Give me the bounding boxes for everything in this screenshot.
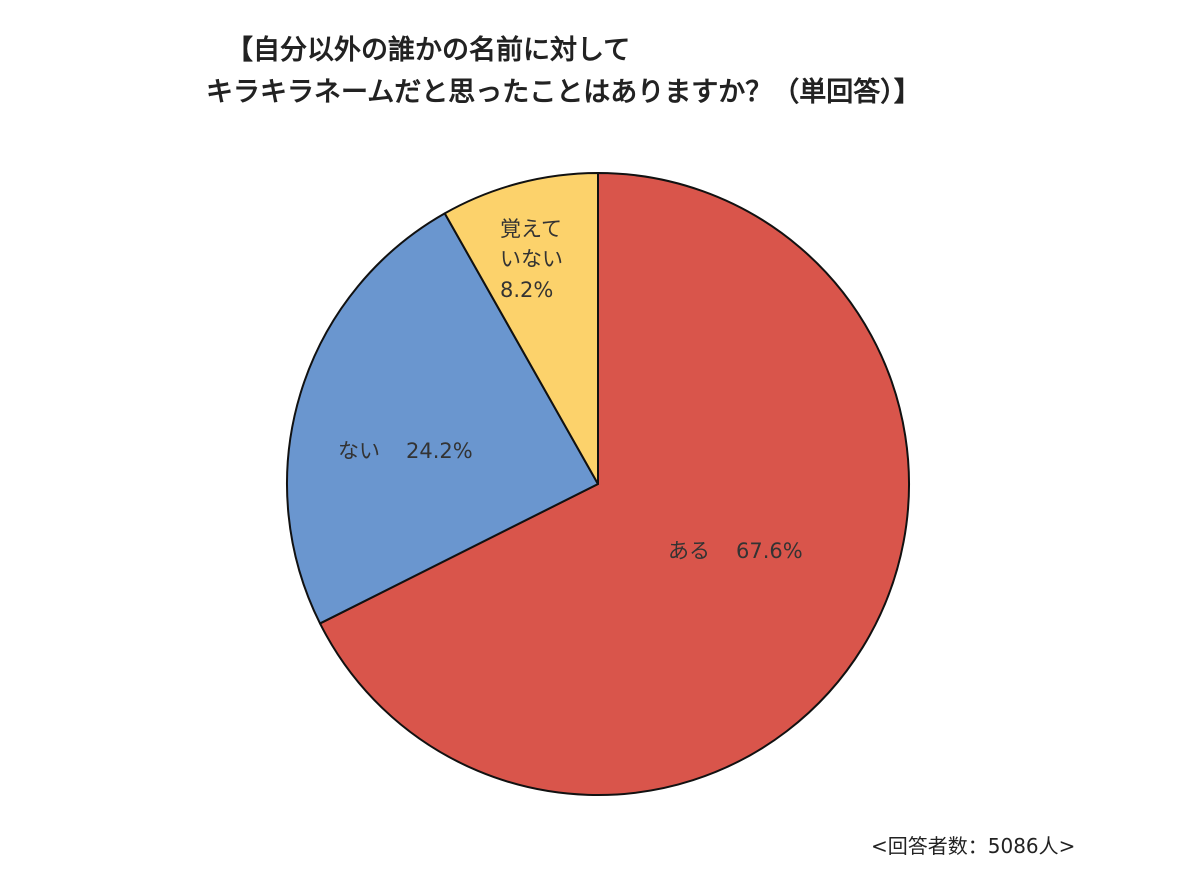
slice-nai bbox=[286, 212, 599, 625]
chart-title-line-2: キラキラネームだと思ったことはありますか？（単回答）】 bbox=[206, 76, 921, 108]
slice-label-aru: ある 67.6% bbox=[668, 539, 803, 563]
slice-label-oboeteinai-line-2: いない bbox=[500, 247, 563, 271]
chart-title-line-1: 【自分以外の誰かの名前に対して bbox=[226, 34, 630, 66]
slice-label-oboeteinai-value: 8.2% bbox=[500, 278, 553, 302]
slice-oboeteinai bbox=[443, 172, 599, 485]
respondent-count-footnote: <回答者数：5086人> bbox=[871, 834, 1075, 858]
slice-label-oboeteinai-line-1: 覚えて bbox=[500, 217, 562, 241]
slice-aru bbox=[319, 172, 910, 796]
slice-label-nai: ない 24.2% bbox=[338, 439, 473, 463]
pie-slices bbox=[286, 172, 910, 796]
